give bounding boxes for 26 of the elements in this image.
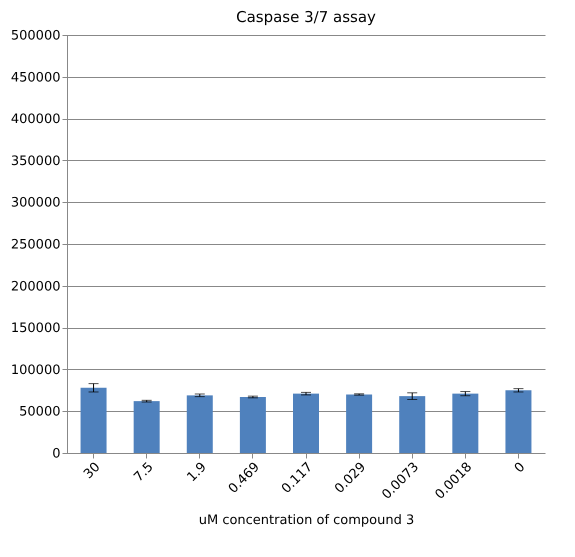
y-tick-label: 450000 [10, 70, 60, 86]
y-tick-label: 250000 [10, 238, 60, 252]
x-tick-label: 30 [81, 460, 104, 482]
y-tick-label: 200000 [10, 279, 60, 294]
bar [399, 396, 426, 453]
chart-title: Caspase 3/7 assay [236, 8, 376, 26]
bar [505, 390, 532, 453]
bar [80, 388, 107, 453]
bar [134, 401, 160, 453]
y-tick-label: 350000 [10, 154, 60, 169]
y-tick-label: 300000 [10, 196, 60, 211]
x-tick-label: 7.5 [131, 460, 157, 486]
y-tick-label: 500000 [10, 28, 60, 44]
x-tick-label: 0 [512, 460, 528, 476]
y-tick-label: 400000 [10, 112, 60, 128]
bar [240, 396, 266, 453]
x-tick-label: 1.9 [184, 460, 210, 486]
y-tick-label: 150000 [10, 321, 60, 336]
bar [293, 394, 319, 453]
bar [186, 395, 213, 453]
y-tick-label: 50000 [19, 404, 60, 420]
y-tick-label: 100000 [10, 362, 60, 378]
bar [452, 394, 478, 453]
y-tick-label: 0 [52, 446, 60, 462]
bar [346, 394, 372, 453]
x-axis-title: uM concentration of compound 3 [198, 512, 414, 528]
